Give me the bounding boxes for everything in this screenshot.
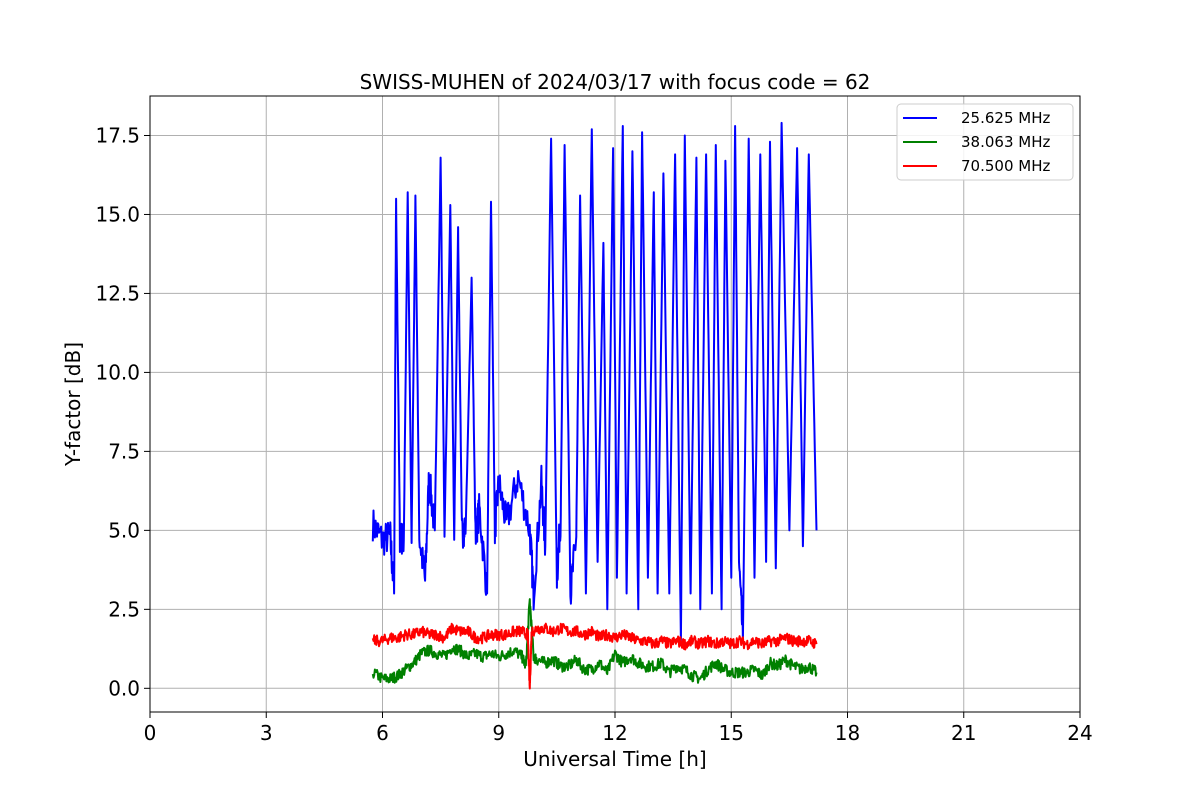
x-tick-label: 6 xyxy=(376,721,389,745)
series-line-1 xyxy=(371,121,818,642)
y-axis-label: Y-factor [dB] xyxy=(61,342,85,467)
y-axis-ticks: 0.0 2.5 5.0 7.5 10.0 12.5 15.0 17.5 xyxy=(95,123,150,700)
x-tick-label: 24 xyxy=(1067,721,1092,745)
x-tick-label: 21 xyxy=(951,721,976,745)
series-line-3 xyxy=(371,622,818,690)
x-axis-ticks: 0 3 6 9 12 15 18 21 24 xyxy=(144,712,1093,745)
y-tick-label: 7.5 xyxy=(108,439,140,463)
x-tick-label: 0 xyxy=(144,721,157,745)
y-tick-label: 2.5 xyxy=(108,597,140,621)
x-tick-label: 9 xyxy=(492,721,505,745)
legend-entry: 25.625 MHz xyxy=(961,109,1050,127)
x-tick-label: 15 xyxy=(719,721,744,745)
y-tick-label: 5.0 xyxy=(108,518,140,542)
y-tick-label: 0.0 xyxy=(108,676,140,700)
y-tick-label: 10.0 xyxy=(95,360,140,384)
legend-entry: 38.063 MHz xyxy=(961,133,1050,151)
x-tick-label: 12 xyxy=(602,721,627,745)
legend-entry: 70.500 MHz xyxy=(961,157,1050,175)
x-tick-label: 3 xyxy=(260,721,273,745)
x-axis-label: Universal Time [h] xyxy=(523,747,706,771)
y-tick-label: 12.5 xyxy=(95,281,140,305)
legend-box xyxy=(896,103,1074,181)
x-tick-label: 18 xyxy=(835,721,860,745)
chart-title: SWISS-MUHEN of 2024/03/17 with focus cod… xyxy=(360,70,871,94)
legend: 25.625 MHz 38.063 MHz 70.500 MHz xyxy=(896,103,1074,181)
series-line-2 xyxy=(371,598,818,684)
y-tick-label: 17.5 xyxy=(95,123,140,147)
series-layer xyxy=(371,121,818,690)
y-tick-label: 15.0 xyxy=(95,202,140,226)
